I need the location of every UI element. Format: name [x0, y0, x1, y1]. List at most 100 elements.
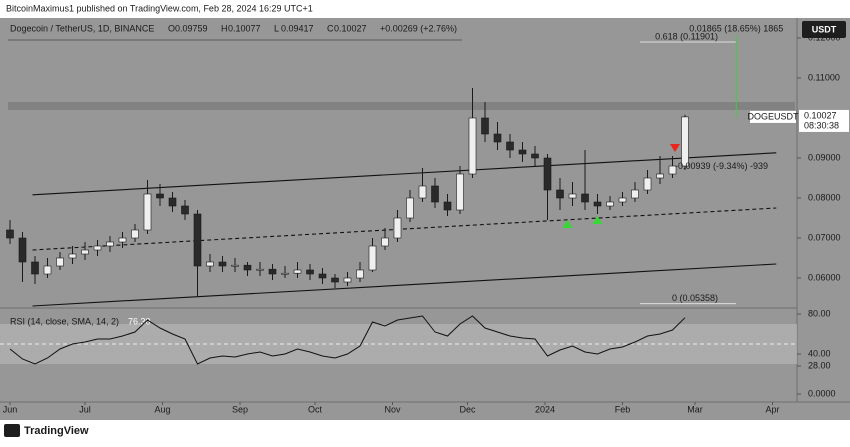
- rsi-last: 76.30: [128, 316, 151, 326]
- candle-body: [431, 185, 439, 203]
- channel-middle: [32, 207, 777, 251]
- rsi-y-tick-label: 40.00: [808, 348, 831, 358]
- y-tick-label: 0.06000: [808, 272, 841, 282]
- symbol-tag: [750, 110, 796, 123]
- fib-label: 0 (0.05358): [672, 293, 718, 303]
- candle-body: [131, 229, 139, 239]
- candle-body: [543, 157, 552, 191]
- candle-body: [581, 193, 589, 203]
- symbol-tag-text: DOGEUSDT: [747, 111, 799, 121]
- publisher: BitcoinMaximus1 published on TradingView…: [6, 3, 313, 13]
- currency[interactable]: USDT: [812, 24, 837, 34]
- x-tick-label: Aug: [154, 404, 170, 414]
- candle-body: [593, 201, 602, 207]
- x-tick-label: Oct: [308, 404, 323, 414]
- candle-body: [93, 245, 102, 251]
- candle-body: [656, 173, 664, 179]
- symbol-title: Dogecoin / TetherUS, 1D, BINANCE: [10, 23, 154, 33]
- rsi-y-tick-label: 0.0000: [808, 388, 836, 398]
- candle-body: [193, 213, 202, 267]
- signal-marker: [670, 144, 680, 152]
- candle-body: [518, 149, 527, 155]
- candle-body: [668, 165, 677, 175]
- rsi-y-tick-label: 28.00: [808, 360, 831, 370]
- x-tick-label: Apr: [765, 404, 779, 414]
- candle-body: [506, 141, 514, 151]
- rsi-band: [0, 324, 797, 364]
- candle-body: [393, 217, 402, 239]
- x-tick-label: Sep: [232, 404, 248, 414]
- brand-logo: [4, 424, 20, 437]
- candle-body: [406, 197, 414, 219]
- candle-body: [43, 265, 52, 275]
- candle-body: [331, 277, 339, 283]
- currency-button[interactable]: [802, 21, 846, 38]
- candle-body: [481, 117, 489, 135]
- candle-body: [531, 153, 539, 159]
- ohlc-item: 0.10077: [228, 23, 261, 33]
- candle-body: [418, 185, 427, 199]
- candle-body: [106, 241, 114, 247]
- channel-upper: [32, 152, 777, 196]
- rsi-title: RSI (14, close, SMA, 14, 2): [10, 316, 119, 326]
- candle-body: [618, 197, 627, 203]
- candle-body: [143, 193, 152, 231]
- x-tick-label: Jul: [79, 404, 91, 414]
- candle-body: [318, 273, 327, 279]
- brand: TradingView: [24, 425, 89, 437]
- ohlc-item: 0.09417: [281, 23, 314, 33]
- candle-body: [681, 116, 689, 167]
- signal-marker: [592, 216, 603, 224]
- ohlc-item: O: [168, 23, 175, 33]
- y-tick-label: 0.09000: [808, 152, 841, 162]
- change: +0.00269 (+2.76%): [380, 23, 457, 33]
- y-tick-label: 0.11000: [808, 72, 840, 82]
- candle-body: [493, 133, 502, 143]
- rsi-y-tick-label: 80.00: [808, 308, 831, 318]
- candle-body: [643, 177, 652, 191]
- ohlc-item: H: [221, 23, 228, 33]
- x-tick-label: Jun: [3, 404, 18, 414]
- ohlc-item: 0.09759: [175, 23, 208, 33]
- candle-body: [606, 201, 614, 207]
- price-tag-countdown: 08:30:38: [804, 120, 839, 130]
- x-tick-label: 2024: [535, 404, 555, 414]
- price-tag-price: 0.10027: [804, 110, 837, 120]
- candle-body: [281, 272, 289, 275]
- candle-body: [56, 257, 64, 267]
- y-tick-label: 0.12000: [808, 32, 841, 42]
- candle-body: [218, 261, 227, 267]
- ohlc-item: 0.10027: [334, 23, 367, 33]
- candle-body: [81, 249, 89, 255]
- x-tick-label: Mar: [687, 404, 703, 414]
- resistance-zone: [8, 102, 795, 110]
- y-tick-label: 0.08000: [808, 192, 841, 202]
- rsi-line: [9, 315, 686, 365]
- candle-body: [343, 277, 352, 283]
- candle-body: [31, 261, 39, 275]
- candle-body: [381, 237, 389, 247]
- price-tag: [799, 109, 849, 132]
- candle-body: [456, 173, 464, 211]
- x-tick-label: Feb: [615, 404, 631, 414]
- candle-body: [156, 193, 164, 199]
- signal-marker: [562, 220, 573, 228]
- candle-body: [568, 193, 577, 199]
- candle-body: [168, 197, 177, 207]
- candle-body: [368, 245, 377, 271]
- candle-body: [6, 229, 14, 239]
- candle-body: [231, 264, 239, 267]
- candle-body: [181, 205, 189, 215]
- candle-body: [468, 117, 477, 175]
- candle-body: [631, 189, 639, 199]
- candle-body: [556, 189, 564, 199]
- fib-label: 0.618 (0.11901): [655, 31, 718, 41]
- candle-body: [18, 237, 27, 263]
- candle-body: [118, 237, 127, 243]
- measure2-label: -0.00939 (-9.34%) -939: [675, 161, 768, 171]
- x-tick-label: Nov: [384, 404, 401, 414]
- candle-body: [256, 268, 264, 271]
- measure-label: 0.01865 (18.65%) 1865: [689, 23, 783, 33]
- y-tick-label: 0.07000: [808, 232, 841, 242]
- candle-body: [306, 269, 314, 275]
